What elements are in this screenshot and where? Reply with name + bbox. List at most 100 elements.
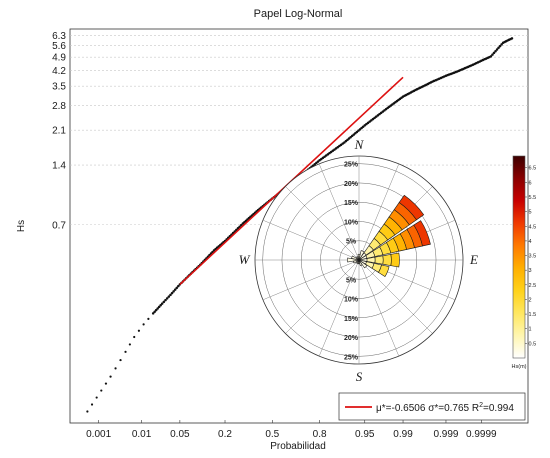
data-point <box>495 48 499 51</box>
rose-ring-labels: 5% 5% 10% 10% 15% 15% 20% 20% 25% 25% <box>344 162 359 362</box>
rose-sector-band <box>382 254 392 266</box>
x-tick-label: 0.001 <box>86 429 111 440</box>
x-tick-label: 0.05 <box>170 429 190 440</box>
colorbar-tick-label: 6 <box>529 180 532 186</box>
data-point <box>172 290 175 293</box>
colorbar-tick-label: 3 <box>529 268 532 274</box>
x-tick-label: 0.8 <box>313 429 327 440</box>
colorbar-tick-label: 0.5 <box>529 341 537 347</box>
ring-label-north: 15% <box>344 200 359 207</box>
ring-label-north: 5% <box>346 239 357 246</box>
data-point <box>157 305 161 309</box>
colorbar: 0.5 1 1.5 2 2.5 3 3.5 4 4.5 5 5.5 6 6.5 Hs(m) <box>512 155 537 370</box>
data-point <box>175 286 178 290</box>
legend-text-superscript: 2 <box>479 402 483 409</box>
cardinal-e: E <box>469 252 478 267</box>
data-point <box>86 410 89 413</box>
colorbar-tick-label: 2.5 <box>529 283 537 289</box>
colorbar-scale <box>512 155 526 359</box>
colorbar-ticks: 0.5 1 1.5 2 2.5 3 3.5 4 4.5 5 5.5 6 6.5 <box>525 166 537 347</box>
cardinal-n: N <box>354 137 365 152</box>
x-tick-label: 0.01 <box>132 429 152 440</box>
rose-spoke <box>285 259 360 334</box>
y-tick-label: 4.9 <box>52 53 66 64</box>
data-point <box>119 358 122 362</box>
ring-label-south: 5% <box>346 277 357 284</box>
ring-label-north: 20% <box>344 181 359 188</box>
x-tick-label: 0.9999 <box>466 429 497 440</box>
data-point <box>497 46 500 50</box>
data-point <box>491 53 494 56</box>
x-tick-label: 0.2 <box>218 429 232 440</box>
rose-sector-band <box>374 255 384 265</box>
colorbar-tick-label: 3.5 <box>529 254 537 260</box>
y-tick-label: 5.6 <box>52 41 66 52</box>
y-tick-label: 3.5 <box>52 82 66 93</box>
data-point <box>128 343 131 346</box>
data-point <box>159 304 162 307</box>
data-point <box>494 49 497 53</box>
data-point <box>167 295 171 298</box>
data-point <box>489 55 493 58</box>
colorbar-tick-label: 4.5 <box>529 224 537 230</box>
rose-sector-band <box>413 220 431 247</box>
y-tick-label: 6.3 <box>52 31 66 42</box>
data-point <box>510 37 514 40</box>
colorbar-label: Hs(m) <box>512 364 527 370</box>
data-point <box>114 367 117 370</box>
rose-spoke <box>358 259 433 334</box>
wind-rose: 5% 5% 10% 10% 15% 15% 20% 20% 25% 25% N E S W <box>239 137 478 384</box>
x-tick-label: 0.95 <box>355 429 375 440</box>
data-point <box>162 300 166 304</box>
rose-sectors <box>347 194 431 277</box>
data-point <box>170 291 174 295</box>
rose-spoke <box>318 163 360 261</box>
data-point <box>104 382 108 385</box>
data-point <box>492 51 496 55</box>
colorbar-tick-label: 2 <box>529 297 532 303</box>
colorbar-tick-label: 6.5 <box>529 166 537 172</box>
data-point <box>173 288 177 291</box>
data-point <box>133 335 136 339</box>
data-point <box>239 223 243 227</box>
data-point <box>160 302 164 305</box>
rose-sector-band <box>390 252 400 268</box>
ring-label-south: 15% <box>344 316 359 323</box>
data-point <box>90 403 94 406</box>
legend: μ*=-0.6506 σ*=0.765 R2=0.994 <box>338 392 526 421</box>
data-point <box>100 389 103 392</box>
chart-title: Papel Log-Normal <box>254 8 343 20</box>
x-tick-label: 0.99 <box>393 429 413 440</box>
ring-label-south: 20% <box>344 335 359 342</box>
data-point <box>109 375 112 378</box>
data-point <box>500 43 503 46</box>
data-point <box>156 307 159 310</box>
y-tick-label: 2.8 <box>52 101 66 112</box>
data-point <box>151 312 155 315</box>
data-point <box>164 298 167 302</box>
data-point <box>124 350 127 353</box>
colorbar-tick-label: 1 <box>529 327 532 333</box>
data-point <box>95 396 98 399</box>
legend-text: μ*=-0.6506 σ*=0.765 R2=0.994 <box>376 402 514 414</box>
rose-spoke <box>262 219 360 261</box>
rose-sector-band <box>398 194 425 221</box>
rose-spoke <box>358 163 400 261</box>
rose-spoke <box>285 186 360 261</box>
data-point <box>154 308 158 312</box>
y-grid <box>70 35 528 226</box>
rose-sector-band <box>356 255 360 261</box>
rose-spoke <box>358 259 400 357</box>
data-point <box>169 293 172 297</box>
y-tick-label: 4.2 <box>52 66 66 77</box>
ring-label-north: 25% <box>344 162 359 169</box>
data-point <box>147 317 150 320</box>
data-point <box>153 310 156 314</box>
y-tick-label: 2.1 <box>52 126 66 137</box>
data-point <box>165 297 169 300</box>
y-tick-label: 1.4 <box>52 161 66 172</box>
data-point <box>142 323 145 326</box>
legend-text-part-2: =0.994 <box>483 403 514 414</box>
y-tick-labels: 0.7 1.4 2.1 2.8 3.5 4.2 4.95.66.3 <box>52 31 66 231</box>
